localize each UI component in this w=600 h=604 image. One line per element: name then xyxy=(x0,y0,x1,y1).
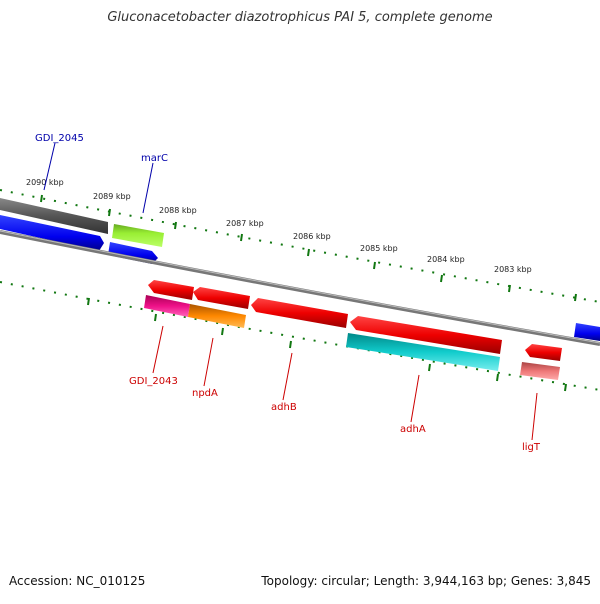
outer-major-ticks xyxy=(40,194,577,302)
gene-feature-red[interactable] xyxy=(251,298,348,328)
tick-label: 2090 kbp xyxy=(26,178,64,187)
tick-label: 2085 kbp xyxy=(360,244,398,253)
gene-feature-blue[interactable] xyxy=(108,242,158,264)
gene-feature-green[interactable] xyxy=(112,224,164,247)
gene-leaders-bottom xyxy=(152,325,538,441)
gene-feature-blue[interactable] xyxy=(0,215,104,251)
gene-feature-orange[interactable] xyxy=(188,304,246,328)
tick-label: 2088 kbp xyxy=(159,206,197,215)
genome-backbone-highlight xyxy=(0,230,600,344)
gene-feature-gray[interactable] xyxy=(0,198,108,234)
tick-label: 2084 kbp xyxy=(427,255,465,264)
gene-feature-pink[interactable] xyxy=(144,295,190,317)
gene-label-marc[interactable]: marC xyxy=(141,153,168,164)
tick-label: 2089 kbp xyxy=(93,192,131,201)
gene-feature-blue[interactable] xyxy=(574,323,600,341)
tick-label: 2086 kbp xyxy=(293,232,331,241)
tick-label: 2083 kbp xyxy=(494,265,532,274)
genome-summary: Topology: circular; Length: 3,944,163 bp… xyxy=(261,574,591,588)
gene-label-gdi2043[interactable]: GDI_2043 xyxy=(129,376,178,387)
gene-label-adhb[interactable]: adhB xyxy=(271,402,297,413)
inner-major-ticks xyxy=(87,297,567,392)
gene-feature-red[interactable] xyxy=(148,280,194,300)
gene-feature-red[interactable] xyxy=(350,316,502,354)
gene-label-gdi2045[interactable]: GDI_2045 xyxy=(35,133,84,144)
gene-feature-red[interactable] xyxy=(525,344,562,361)
tick-label: 2087 kbp xyxy=(226,219,264,228)
gene-feature-salmon[interactable] xyxy=(520,362,560,380)
genome-backbone xyxy=(0,230,600,346)
gene-leaders-top xyxy=(43,142,154,214)
gene-feature-red[interactable] xyxy=(193,287,250,309)
gene-feature-cyan[interactable] xyxy=(346,333,500,371)
gene-label-adha[interactable]: adhA xyxy=(400,424,426,435)
gene-label-ligt[interactable]: ligT xyxy=(522,442,541,453)
gene-label-npda[interactable]: npdA xyxy=(192,388,218,399)
accession-label: Accession: NC_010125 xyxy=(9,574,146,588)
inner-tick-ring xyxy=(0,281,600,391)
map-title: Gluconacetobacter diazotrophicus PAI 5, … xyxy=(107,10,493,25)
